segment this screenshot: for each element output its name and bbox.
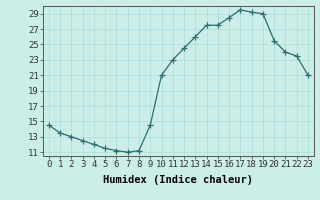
X-axis label: Humidex (Indice chaleur): Humidex (Indice chaleur) (103, 175, 253, 185)
